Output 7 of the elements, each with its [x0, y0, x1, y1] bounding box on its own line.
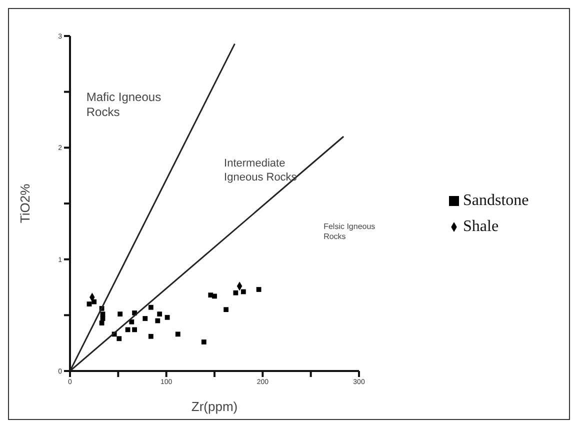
annotation: Mafic Igneous Rocks: [86, 90, 162, 119]
y-axis-title: TiO2%: [18, 183, 33, 224]
annotation: Intermediate Igneous Rocks: [224, 158, 298, 184]
annotation: Felsic Igneous Rocks: [324, 222, 376, 242]
legend-label: Sandstone: [463, 192, 529, 209]
x-axis-title: Zr(ppm): [191, 399, 238, 414]
legend-label: Shale: [463, 218, 499, 235]
